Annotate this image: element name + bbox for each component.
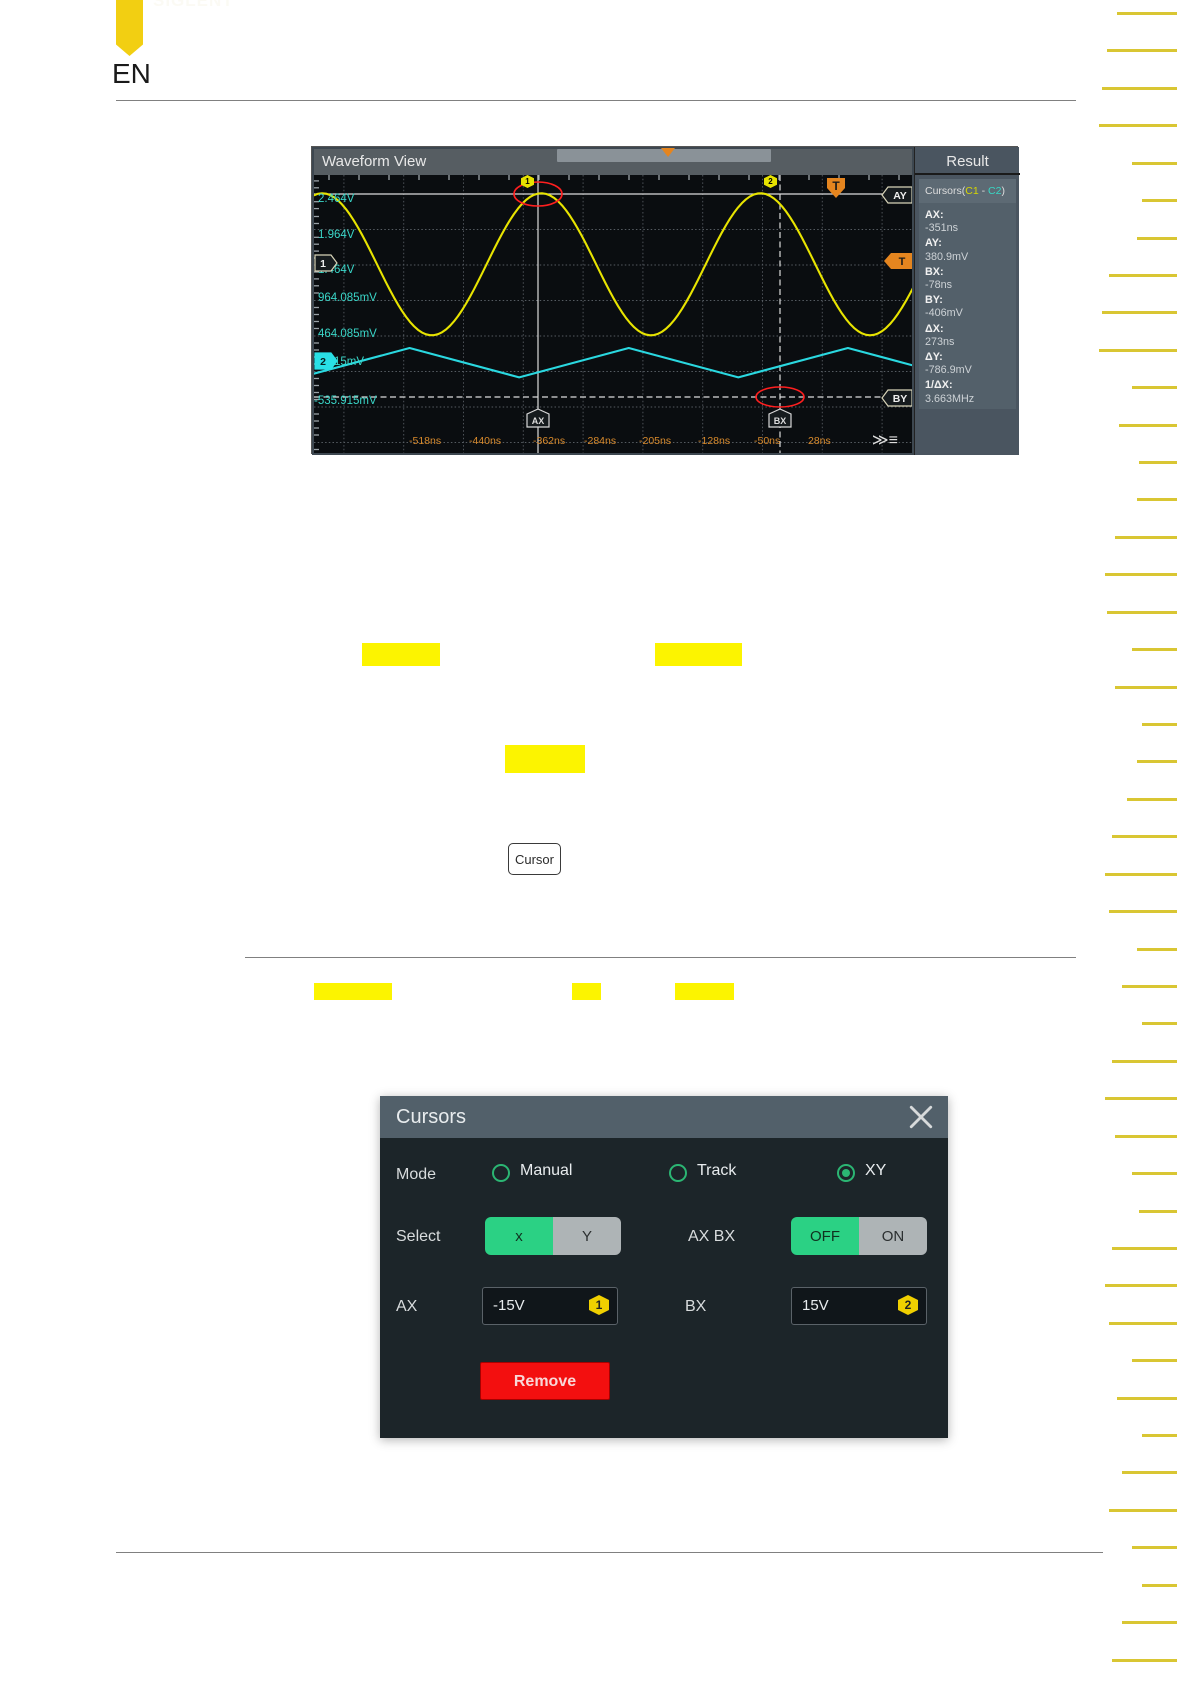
svg-text:T: T	[899, 256, 906, 268]
svg-text:AY: AY	[893, 190, 907, 202]
svg-text:BY: BY	[893, 393, 908, 405]
svg-text:BX: BX	[774, 416, 787, 426]
svg-text:AX: AX	[532, 416, 545, 426]
svg-text:1: 1	[320, 258, 326, 270]
svg-text:T: T	[832, 179, 840, 193]
svg-text:2: 2	[320, 356, 326, 368]
